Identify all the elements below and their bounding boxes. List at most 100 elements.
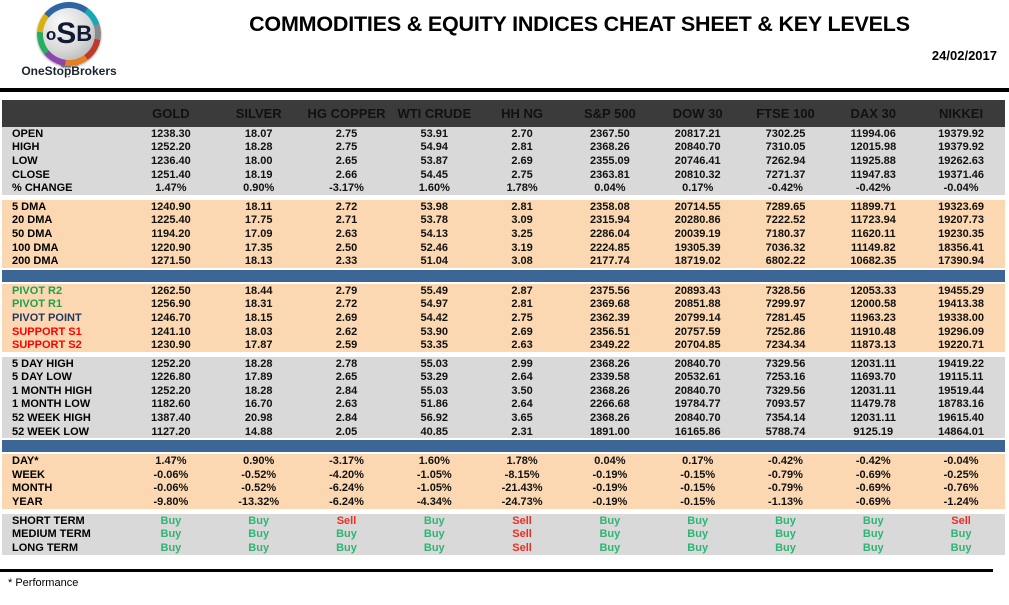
table-cell: 18.13 — [244, 255, 273, 268]
table-cell: -0.69% — [855, 482, 891, 495]
table-cell: 2.50 — [335, 241, 358, 254]
table-cell: 2.62 — [335, 325, 358, 338]
table-cell: 7234.34 — [765, 339, 806, 352]
table-cell: 19323.69 — [938, 200, 985, 213]
table-cell: 20817.21 — [674, 127, 721, 140]
table-cell: 1252.20 — [151, 357, 191, 370]
table-cell: 7310.05 — [765, 141, 806, 154]
row-label: HIGH — [12, 141, 40, 154]
table-cell: 53.91 — [420, 127, 449, 140]
table-cell: 2177.74 — [590, 255, 630, 268]
table-cell: 3.50 — [511, 384, 533, 397]
table-cell: -0.15% — [680, 482, 716, 495]
table-cell: 2358.08 — [590, 200, 630, 213]
table-row-high: HIGH 1252.20 18.28 2.75 54.94 2.81 2368.26 2084… — [2, 141, 1005, 155]
column-header-hg-copper: HG COPPER — [307, 106, 386, 121]
report-date: 24/02/2017 — [931, 48, 997, 63]
table-cell: 1182.60 — [151, 398, 191, 411]
table-cell: 7271.37 — [765, 168, 806, 181]
column-header-s-p-500: S&P 500 — [583, 106, 636, 121]
row-label: 100 DMA — [12, 241, 59, 254]
table-cell: -3.17% — [329, 182, 364, 195]
table-cell: 3.08 — [511, 255, 533, 268]
section-divider-bar — [2, 440, 1005, 453]
table-cell: 11693.70 — [850, 371, 896, 384]
table-cell: Sell — [512, 528, 532, 541]
table-cell: 7329.56 — [765, 384, 806, 397]
table-cell: Buy — [687, 514, 709, 527]
table-cell: 3.19 — [511, 241, 533, 254]
table-cell: -0.52% — [241, 482, 277, 495]
section-moving-averages: 5 DMA 1240.90 18.11 2.72 53.98 2.81 2358.08 207… — [2, 199, 1005, 268]
table-cell: 2368.26 — [590, 384, 630, 397]
table-cell: 2.65 — [335, 154, 358, 167]
table-cell: 19455.29 — [938, 284, 985, 297]
table-cell: 2.81 — [511, 298, 533, 311]
table-cell: 20280.86 — [674, 214, 721, 227]
row-label: 5 DMA — [12, 200, 47, 213]
table-cell: 7281.45 — [765, 311, 806, 324]
table-row-short-term: SHORT TERM Buy Buy Sell Buy Sell Buy Buy Buy Buy S… — [2, 514, 1005, 528]
table-row-5-day-high: 5 DAY HIGH 1252.20 18.28 2.78 55.03 2.99 2368.… — [2, 357, 1005, 371]
table-row-long-term: LONG TERM Buy Buy Buy Buy Sell Buy Buy Buy Buy Buy — [2, 541, 1005, 555]
table-cell: 12053.33 — [850, 284, 897, 297]
table-cell: 2.63 — [335, 227, 358, 240]
table-cell: 20757.59 — [674, 325, 721, 338]
table-cell: 19338.00 — [938, 311, 985, 324]
table-cell: 10682.35 — [850, 255, 897, 268]
table-cell: 1.47% — [155, 455, 187, 468]
table-cell: Buy — [862, 528, 884, 541]
table-cell: 19296.09 — [938, 325, 985, 338]
section-divider-bar — [2, 269, 1005, 282]
row-label: SUPPORT S1 — [12, 325, 82, 338]
table-cell: -0.79% — [768, 468, 803, 481]
table-cell: 17390.94 — [938, 255, 985, 268]
table-cell: 12031.11 — [850, 412, 896, 425]
table-cell: -0.19% — [592, 482, 628, 495]
table-cell: 20840.70 — [674, 384, 721, 397]
table-cell: 18.19 — [244, 168, 273, 181]
row-label: SUPPORT S2 — [12, 339, 82, 352]
row-label: 5 DAY HIGH — [12, 357, 74, 370]
section-ohlc: OPEN 1238.30 18.07 2.75 53.91 2.70 2367.50 2081… — [2, 127, 1005, 195]
table-cell: 18719.02 — [674, 255, 721, 268]
table-cell: -0.06% — [153, 468, 189, 481]
table-cell: 7289.65 — [765, 200, 806, 213]
table-cell: 51.04 — [420, 255, 449, 268]
table-row-52-week-high: 52 WEEK HIGH 1387.40 20.98 2.84 56.92 3.65 236… — [2, 411, 1005, 425]
table-cell: 19262.63 — [938, 154, 985, 167]
table-cell: Buy — [423, 528, 445, 541]
table-cell: 19207.73 — [938, 214, 985, 227]
table-cell: -0.42% — [768, 455, 803, 468]
row-label: 50 DMA — [12, 227, 53, 240]
table-row-5-dma: 5 DMA 1240.90 18.11 2.72 53.98 2.81 2358.08 207… — [2, 200, 1005, 214]
table-cell: -1.05% — [416, 482, 452, 495]
table-cell: 2362.39 — [590, 311, 630, 324]
table-cell: 1230.90 — [151, 339, 191, 352]
table-cell: 2349.22 — [590, 339, 630, 352]
table-cell: 2.31 — [511, 425, 533, 438]
table-cell: 1220.90 — [151, 241, 191, 254]
table-cell: 7252.86 — [765, 325, 806, 338]
table-cell: 20851.88 — [674, 298, 721, 311]
table-cell: 18.31 — [244, 298, 273, 311]
table-cell: 2.70 — [511, 127, 533, 140]
cheat-sheet-table: GOLD SILVER HG COPPER WTI CRUDE HH NG S&P 500… — [2, 100, 1005, 555]
table-cell: 19784.77 — [674, 398, 721, 411]
table-cell: 11925.88 — [850, 154, 896, 167]
column-header-row: GOLD SILVER HG COPPER WTI CRUDE HH NG S&P 500… — [2, 100, 1005, 127]
table-cell: 53.29 — [420, 371, 449, 384]
table-cell: 3.09 — [511, 214, 533, 227]
table-cell: 7180.37 — [765, 227, 806, 240]
table-row-day-: DAY* 1.47% 0.90% -3.17% 1.60% 1.78% 0.04% 0.17%… — [2, 454, 1005, 468]
table-cell: -0.76% — [943, 482, 979, 495]
table-cell: 2368.26 — [590, 357, 630, 370]
table-cell: Buy — [160, 514, 182, 527]
column-header-hh-ng: HH NG — [501, 106, 544, 121]
table-row-year: YEAR -9.80% -13.32% -6.24% -4.34% -24.73% -0.1… — [2, 495, 1005, 509]
table-cell: 2315.94 — [590, 214, 630, 227]
table-cell: 17.89 — [244, 371, 273, 384]
table-cell: 1.78% — [506, 182, 538, 195]
table-cell: 2.72 — [335, 200, 358, 213]
